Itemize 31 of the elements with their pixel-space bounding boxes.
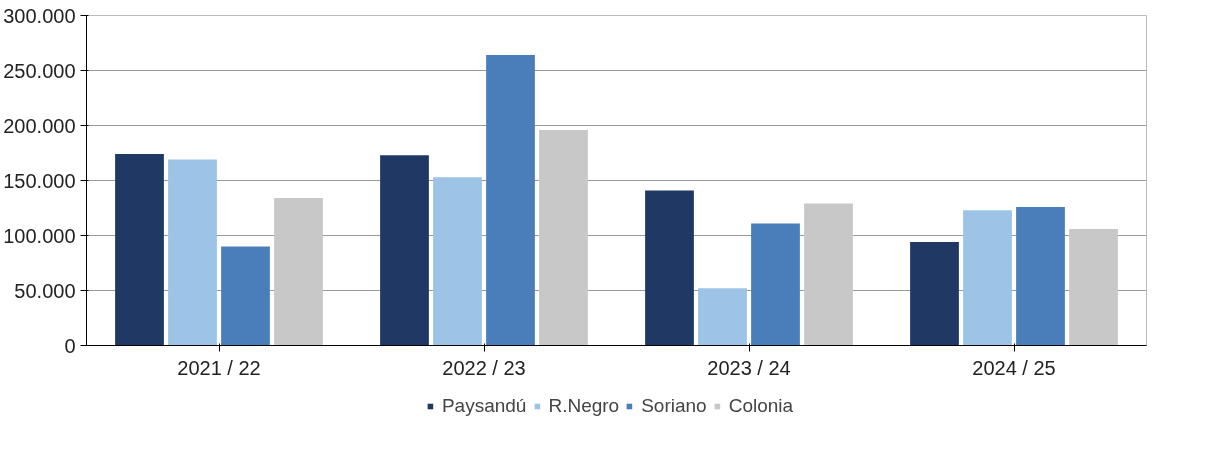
bar: [751, 223, 800, 346]
legend-label: R.Negro: [548, 395, 620, 417]
x-tick-label: 2021 / 22: [177, 356, 261, 379]
bar: [539, 129, 588, 346]
y-tick-label: 250.000: [3, 59, 76, 82]
x-tick-label: 2023 / 24: [707, 356, 791, 379]
bar: [1069, 228, 1118, 346]
bar: [698, 288, 747, 346]
y-tick-label: 200.000: [3, 114, 76, 137]
bar: [115, 154, 164, 346]
y-tick-label: 0: [64, 334, 76, 357]
y-tick-label: 50.000: [14, 279, 76, 302]
bar: [168, 159, 217, 346]
bar: [645, 190, 694, 346]
bar: [486, 55, 535, 346]
bar: [963, 210, 1012, 346]
y-tick-label: 150.000: [3, 169, 76, 192]
bar: [221, 246, 270, 346]
bar: [804, 203, 853, 346]
bar: [433, 177, 482, 346]
bar: [274, 198, 323, 346]
y-tick-label: 300.000: [3, 4, 76, 27]
bar: [380, 155, 429, 346]
bar: [1016, 206, 1065, 346]
legend-label: Soriano: [641, 395, 707, 417]
legend-label: Paysandú: [441, 395, 527, 417]
x-tick-label: 2024 / 25: [972, 356, 1056, 379]
bar: [910, 242, 959, 346]
y-tick-label: 100.000: [3, 224, 76, 247]
legend-label: Colonia: [728, 395, 794, 417]
x-tick-label: 2022 / 23: [442, 356, 526, 379]
